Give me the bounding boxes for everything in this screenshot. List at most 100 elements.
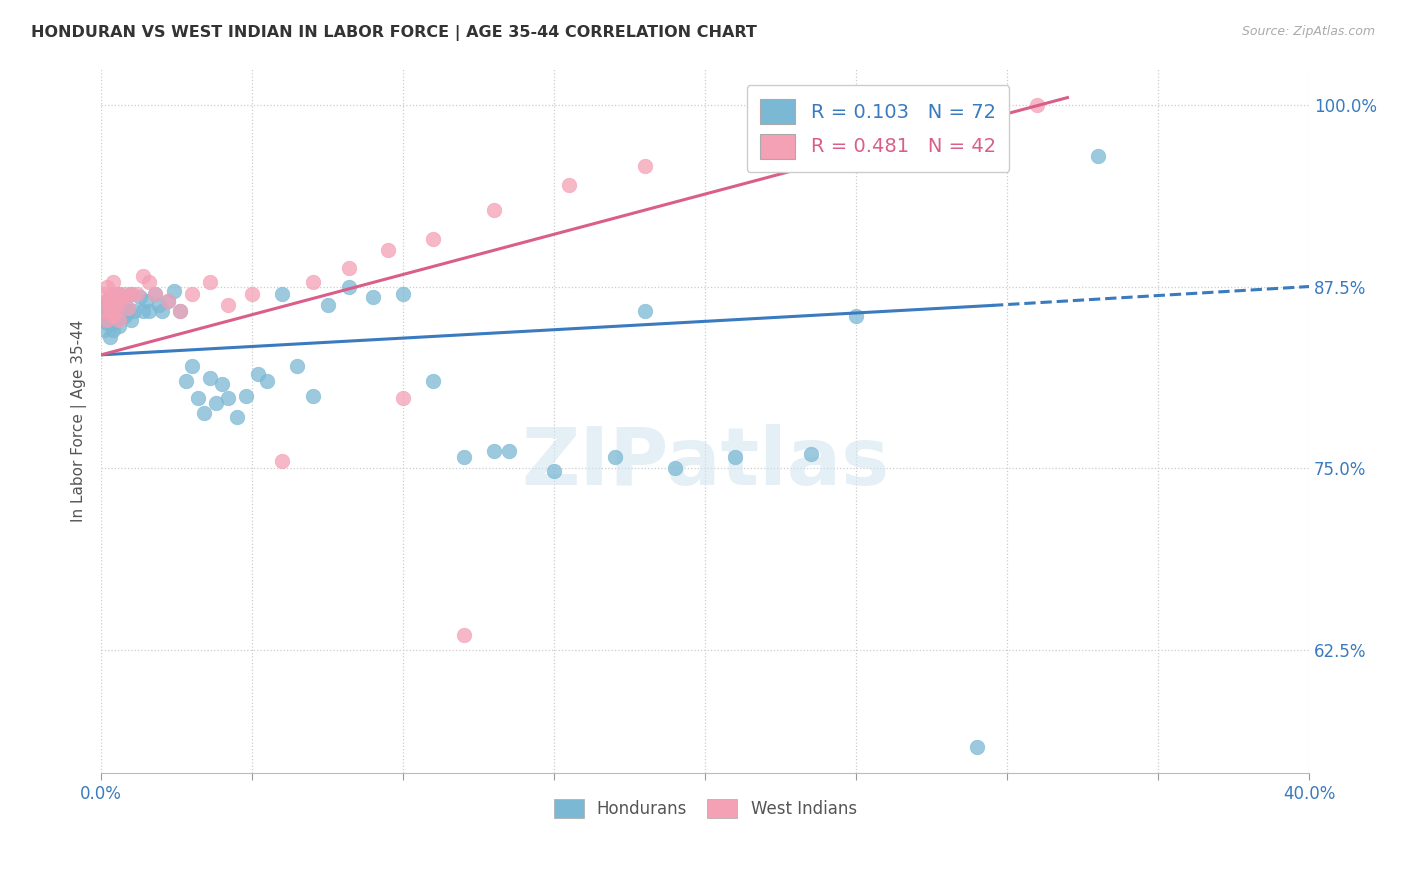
Point [96, 309, 118, 323]
Point [129, 290, 152, 304]
Text: ZIPatlas: ZIPatlas [522, 425, 889, 502]
Point [108, 301, 131, 316]
Point [169, 304, 191, 318]
Point [240, 286, 263, 301]
Point [120, 313, 142, 327]
Point [603, 450, 626, 464]
Point [337, 260, 360, 275]
Point [103, 286, 125, 301]
Point [724, 450, 747, 464]
Point [156, 294, 179, 309]
Point [98, 304, 121, 318]
Text: Source: ZipAtlas.com: Source: ZipAtlas.com [1241, 25, 1375, 38]
Point [785, 134, 807, 148]
Point [316, 298, 339, 312]
Point [108, 286, 131, 301]
Point [301, 275, 323, 289]
Point [162, 284, 184, 298]
Point [211, 376, 233, 391]
Point [1026, 98, 1049, 112]
Point [93, 309, 115, 323]
Point [392, 286, 415, 301]
Point [98, 290, 121, 304]
Point [103, 309, 125, 323]
Point [103, 316, 125, 330]
Point [96, 294, 118, 309]
Point [124, 304, 146, 318]
Point [98, 304, 121, 318]
Point [96, 298, 118, 312]
Point [105, 304, 128, 318]
Point [105, 304, 128, 318]
Point [98, 294, 121, 309]
Point [117, 301, 139, 316]
Point [98, 301, 121, 316]
Point [138, 304, 160, 318]
Point [120, 286, 142, 301]
Point [156, 294, 179, 309]
Point [453, 628, 475, 642]
Point [453, 450, 475, 464]
Point [145, 286, 167, 301]
Point [198, 275, 221, 289]
Point [256, 374, 278, 388]
Point [543, 464, 565, 478]
Point [132, 269, 155, 284]
Point [114, 298, 136, 312]
Point [98, 301, 121, 316]
Point [103, 298, 125, 312]
Point [482, 443, 505, 458]
Point [174, 374, 197, 388]
Point [180, 359, 202, 374]
Point [169, 304, 191, 318]
Point [198, 371, 221, 385]
Point [498, 443, 520, 458]
Point [93, 301, 115, 316]
Point [482, 202, 505, 217]
Point [800, 447, 823, 461]
Point [271, 454, 294, 468]
Point [103, 275, 125, 289]
Point [96, 294, 118, 309]
Point [558, 178, 581, 192]
Point [105, 286, 128, 301]
Point [301, 388, 323, 402]
Point [111, 290, 134, 304]
Point [108, 318, 131, 333]
Point [117, 304, 139, 318]
Point [93, 304, 115, 318]
Point [193, 406, 215, 420]
Point [287, 359, 309, 374]
Y-axis label: In Labor Force | Age 35-44: In Labor Force | Age 35-44 [72, 320, 87, 522]
Point [187, 392, 209, 406]
Point [271, 286, 294, 301]
Point [422, 231, 444, 245]
Point [114, 286, 136, 301]
Point [148, 298, 170, 312]
Point [205, 396, 228, 410]
Point [105, 298, 128, 312]
Point [127, 286, 149, 301]
Point [361, 290, 384, 304]
Point [96, 304, 118, 318]
Point [226, 410, 249, 425]
Point [845, 309, 868, 323]
Point [664, 461, 686, 475]
Point [108, 313, 131, 327]
Point [93, 323, 115, 337]
Point [150, 304, 173, 318]
Point [377, 243, 399, 257]
Point [392, 392, 415, 406]
Point [96, 279, 118, 293]
Legend: Hondurans, West Indians: Hondurans, West Indians [547, 792, 863, 825]
Point [96, 316, 118, 330]
Point [114, 309, 136, 323]
Point [111, 309, 134, 323]
Point [138, 275, 160, 289]
Point [634, 304, 657, 318]
Point [422, 374, 444, 388]
Point [217, 392, 239, 406]
Point [96, 313, 118, 327]
Point [105, 294, 128, 309]
Point [634, 159, 657, 173]
